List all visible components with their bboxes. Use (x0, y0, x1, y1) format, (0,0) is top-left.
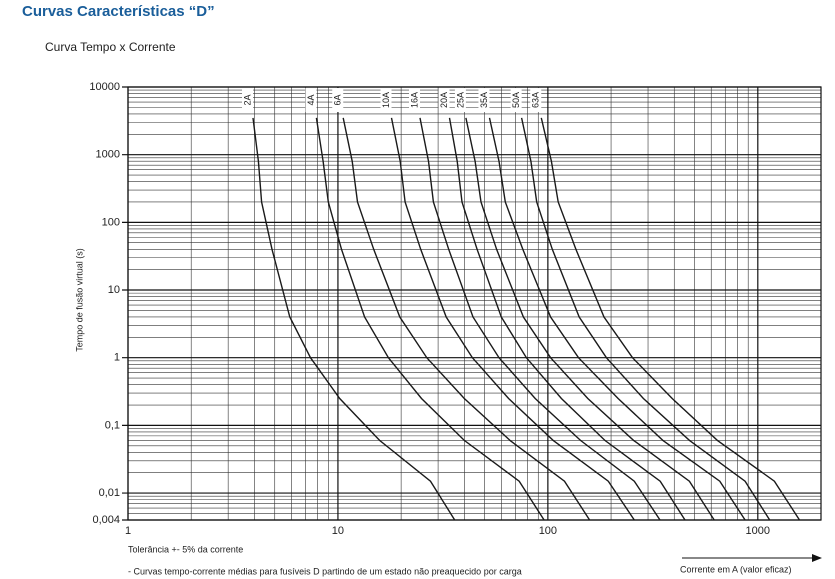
plot-frame (127, 86, 822, 521)
label-bg (332, 88, 344, 112)
chart-title: Curvas Características “D” (22, 3, 215, 20)
series-label: 16A (409, 92, 419, 108)
label-bg (409, 88, 421, 112)
x-tick-label: 100 (539, 525, 557, 537)
chart-subtitle: Curva Tempo x Corrente (45, 40, 176, 54)
fuse-curve (342, 117, 591, 521)
x-axis-label: Corrente em A (valor eficaz) (680, 564, 792, 574)
label-bg (510, 88, 522, 112)
label-bg (454, 88, 466, 112)
fuse-curve (465, 117, 715, 521)
series-label: 6A (333, 94, 343, 105)
series-label: 25A (455, 92, 465, 108)
label-bg (438, 88, 450, 112)
series-label: 2A (242, 94, 252, 105)
y-tick-label: 100 (102, 216, 120, 228)
fuse-curve (390, 117, 635, 521)
note: - Curvas tempo-corrente médias para fusí… (128, 566, 522, 576)
label-bg (242, 88, 254, 112)
label-bg (305, 88, 317, 112)
axis-arrow-head (812, 554, 822, 562)
x-tick-label: 10 (332, 525, 344, 537)
fuse-curve (448, 117, 686, 521)
label-bg (478, 88, 490, 112)
series-label: 50A (511, 92, 521, 108)
y-tick-label: 1000 (96, 149, 120, 161)
fuse-curve (488, 117, 746, 521)
series-label: 63A (531, 92, 541, 108)
series-label: 35A (479, 92, 489, 108)
y-tick-label: 1 (114, 352, 120, 364)
series-label: 4A (306, 94, 316, 105)
series-label: 20A (439, 92, 449, 108)
series-label: 10A (381, 92, 391, 108)
fuse-curve (520, 117, 771, 521)
y-tick-label: 10000 (89, 81, 120, 93)
fuse-curve (315, 117, 545, 521)
fuse-curve (252, 117, 456, 521)
x-tick-label: 1000 (746, 525, 770, 537)
y-tick-label: 0,1 (105, 419, 120, 431)
fuse-curve (540, 117, 801, 521)
fuse-curve (419, 117, 661, 521)
x-tick-label: 1 (125, 525, 131, 537)
y-tick-label: 0,01 (99, 487, 120, 499)
y-tick-label: 10 (108, 284, 120, 296)
note: Tolerância +- 5% da corrente (128, 544, 243, 554)
y-axis-label: Tempo de fusão virtual (s) (74, 248, 84, 352)
y-tick-label: 0,004 (92, 514, 120, 526)
label-bg (380, 88, 392, 112)
label-bg (530, 88, 542, 112)
